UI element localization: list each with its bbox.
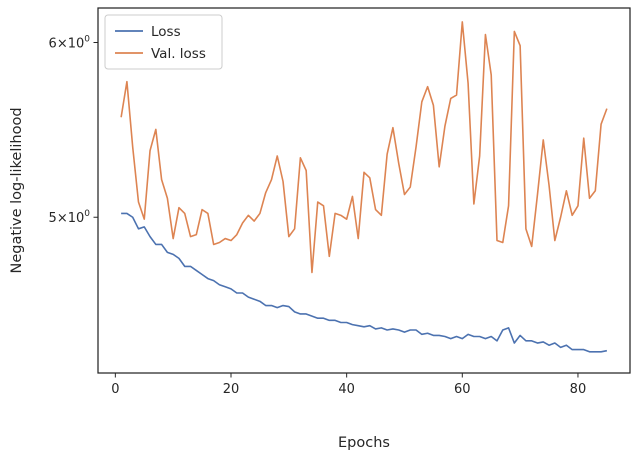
axes-frame — [97, 7, 631, 374]
legend: Loss Val. loss — [104, 14, 223, 70]
legend-label-2: Val. loss — [151, 46, 206, 62]
x-tick-label: 80 — [570, 382, 587, 397]
plot-area — [120, 21, 608, 353]
x-tick-label: 0 — [111, 382, 119, 397]
series-line-2 — [120, 21, 608, 274]
y-tick-mantissa: 6×10 — [49, 37, 85, 52]
y-tick-exponent: 0 — [84, 209, 90, 219]
y-tick-label: 6×100 — [49, 35, 91, 52]
x-tick-label: 60 — [454, 382, 471, 397]
y-tick-exponent: 0 — [84, 35, 90, 45]
x-axis-title: Epochs — [338, 435, 390, 451]
y-tick-label: 5×100 — [49, 209, 91, 226]
legend-label-1: Loss — [151, 24, 181, 40]
y-tick-mantissa: 5×10 — [49, 211, 85, 226]
x-tick-label: 40 — [338, 382, 355, 397]
y-axis-title: Negative log-likelihood — [9, 107, 25, 273]
series-line-1 — [121, 212, 608, 353]
legend-box — [104, 14, 223, 70]
x-tick-label: 20 — [223, 382, 240, 397]
